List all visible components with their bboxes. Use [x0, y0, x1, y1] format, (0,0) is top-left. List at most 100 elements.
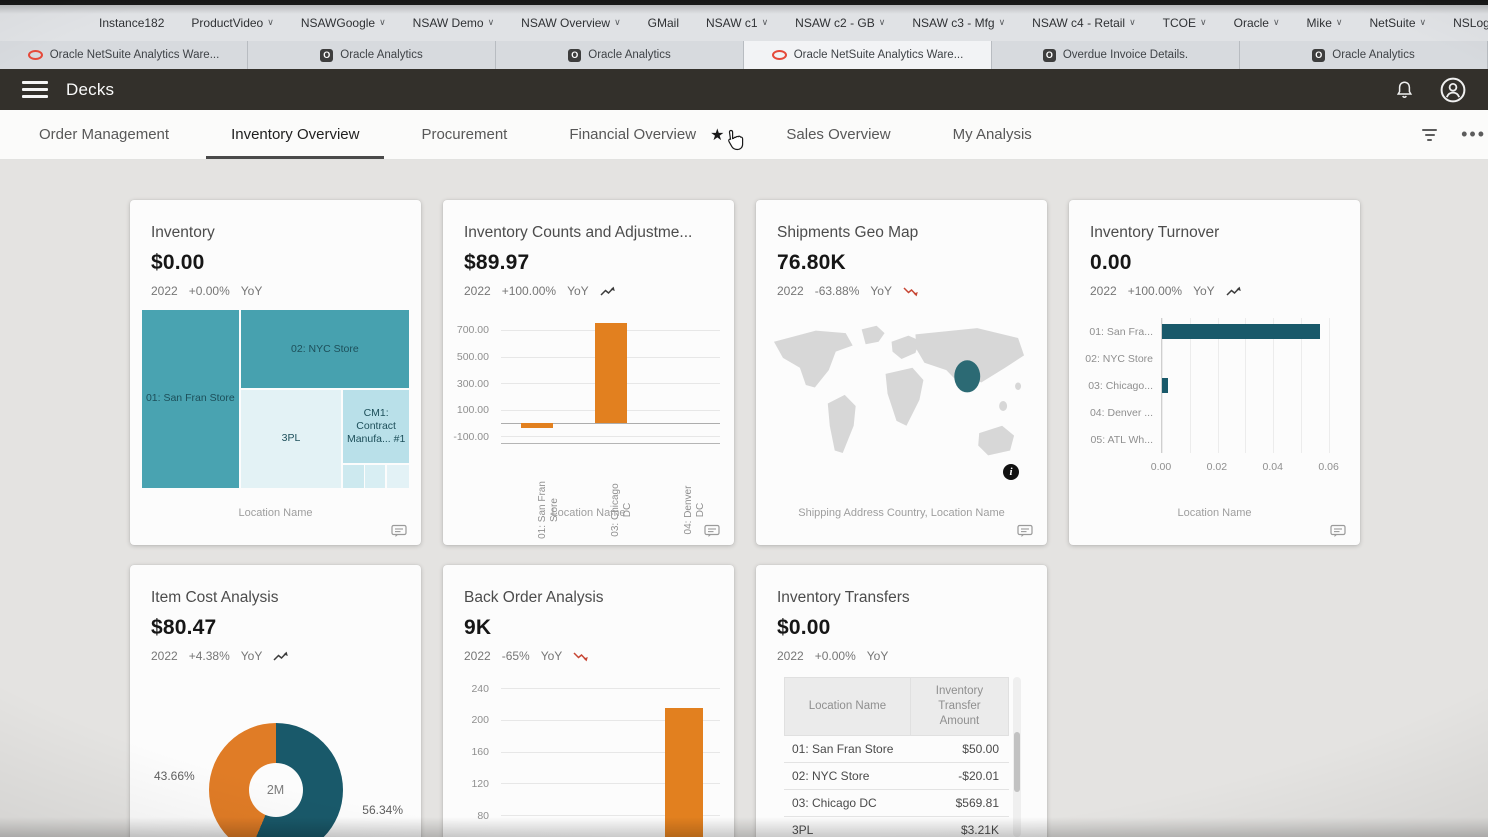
deck-tab-label: Procurement: [421, 126, 508, 143]
more-options-icon[interactable]: •••: [1461, 124, 1486, 144]
table-row[interactable]: 03: Chicago DC $569.81: [784, 790, 1009, 817]
bookmark-item[interactable]: NSAW c3 - Mfg ∨: [912, 16, 1005, 30]
bookmark-item[interactable]: Instance182: [99, 16, 164, 30]
card-shipments-geo-map[interactable]: Shipments Geo Map 76.80K 2022 -63.88% Yo…: [756, 200, 1047, 545]
account-avatar-icon[interactable]: [1440, 77, 1466, 103]
deck-tab-financial-overview[interactable]: Financial Overview ★: [538, 110, 755, 159]
kpi-meta: 2022 +100.00% YoY: [1090, 284, 1339, 298]
donut-center-label: 2M: [248, 763, 303, 818]
browser-tab[interactable]: O Oracle Analytics: [496, 41, 744, 69]
treemap-tile[interactable]: 3PL: [240, 389, 342, 488]
browser-tab[interactable]: O Oracle Analytics: [248, 41, 496, 69]
hbar-row: 04: Denver ...: [1081, 399, 1348, 426]
deck-tab-inventory-overview[interactable]: Inventory Overview: [200, 110, 390, 159]
comment-icon[interactable]: [391, 524, 408, 538]
bar[interactable]: [521, 423, 554, 428]
cell-location: 03: Chicago DC: [792, 795, 877, 810]
comment-icon[interactable]: [704, 524, 721, 538]
browser-tab[interactable]: Oracle NetSuite Analytics Ware...: [744, 41, 992, 69]
kpi-change: +0.00%: [814, 649, 856, 663]
bookmark-item[interactable]: GMail: [648, 16, 679, 30]
donut-wrap: 2M 43.66% 56.34%: [142, 677, 409, 837]
bookmark-item[interactable]: NSAW c4 - Retail ∨: [1032, 16, 1136, 30]
table-row[interactable]: 01: San Fran Store $50.00: [784, 736, 1009, 763]
bookmark-item[interactable]: ProductVideo ∨: [191, 16, 273, 30]
browser-tab[interactable]: O Overdue Invoice Details.: [992, 41, 1240, 69]
bar[interactable]: [664, 708, 703, 837]
kpi-meta: 2022 +4.38% YoY: [151, 649, 400, 663]
card-inventory-counts[interactable]: Inventory Counts and Adjustme... $89.97 …: [443, 200, 734, 545]
table-row[interactable]: 3PL $3.21K: [784, 817, 1009, 837]
card-item-cost-analysis[interactable]: Item Cost Analysis $80.47 2022 +4.38% Yo…: [130, 565, 421, 837]
bookmark-item[interactable]: Oracle ∨: [1234, 16, 1280, 30]
treemap-tile[interactable]: 01: San Fran Store: [142, 310, 239, 488]
deck-tab-order-management[interactable]: Order Management: [8, 110, 200, 159]
kpi-value: 9K: [464, 616, 492, 639]
notifications-bell-icon[interactable]: [1395, 80, 1414, 100]
bookmark-item[interactable]: NetSuite ∨: [1369, 16, 1426, 30]
card-inventory-transfers[interactable]: Inventory Transfers $0.00 2022 +0.00% Yo…: [756, 565, 1047, 837]
x-tick-label: 0.04: [1262, 461, 1283, 473]
treemap-tile[interactable]: [343, 464, 364, 488]
kpi-value: 0.00: [1090, 251, 1132, 274]
oracle-red-logo: [771, 50, 787, 60]
deck-tab-procurement[interactable]: Procurement: [390, 110, 538, 159]
donut-ring[interactable]: 2M: [208, 723, 343, 837]
comment-icon[interactable]: [1017, 524, 1034, 538]
card-inventory-turnover[interactable]: Inventory Turnover 0.00 2022 +100.00% Yo…: [1069, 200, 1360, 545]
hbar-row: 02: NYC Store: [1081, 345, 1348, 372]
bookmark-label: NetSuite: [1369, 16, 1416, 30]
kpi-yoy-label: YoY: [540, 649, 563, 663]
trend-down-icon: [573, 651, 589, 662]
filter-icon[interactable]: [1422, 128, 1438, 141]
comment-icon[interactable]: [1330, 524, 1347, 538]
browser-tab[interactable]: Oracle NetSuite Analytics Ware...: [0, 41, 248, 69]
map-data-marker[interactable]: [954, 360, 981, 393]
deck-tab-sales-overview[interactable]: Sales Overview: [755, 110, 921, 159]
bar[interactable]: [594, 323, 627, 424]
scrollbar-thumb[interactable]: [1014, 732, 1020, 792]
chevron-down-icon: ∨: [1129, 16, 1136, 27]
card-inventory[interactable]: Inventory $0.00 2022 +0.00% YoY 01: San …: [130, 200, 421, 545]
transfers-table: Location Name Inventory Transfer Amount 01…: [784, 677, 1009, 837]
kpi-value: $89.97: [464, 251, 530, 274]
bar[interactable]: [1162, 324, 1321, 339]
kpi-year: 2022: [151, 284, 178, 298]
y-axis: 700.00 500.00 300.00 100.00 -100.00: [453, 314, 495, 444]
deck-tab-label: Inventory Overview: [231, 126, 360, 143]
hamburger-menu-icon[interactable]: [22, 81, 48, 98]
bookmark-item[interactable]: NSAW Demo ∨: [413, 16, 495, 30]
table-scrollbar[interactable]: [1013, 677, 1021, 837]
apps-grid-icon[interactable]: [16, 16, 21, 31]
table-row[interactable]: 02: NYC Store -$20.01: [784, 763, 1009, 790]
info-icon[interactable]: i: [1003, 464, 1019, 480]
deck-content: Inventory $0.00 2022 +0.00% YoY 01: San …: [0, 160, 1488, 837]
cell-amount: $3.21K: [960, 822, 999, 837]
card-back-order-analysis[interactable]: Back Order Analysis 9K 2022 -65% YoY 240…: [443, 565, 734, 837]
gridline: [1273, 318, 1275, 453]
plot-area: [501, 679, 720, 837]
card-title: Item Cost Analysis: [151, 589, 279, 606]
bookmark-label: GMail: [647, 16, 680, 30]
deck-tab-my-analysis[interactable]: My Analysis: [922, 110, 1063, 159]
bookmark-item[interactable]: NSAWGoogle ∨: [301, 16, 386, 30]
chevron-down-icon: ∨: [1200, 16, 1207, 27]
bookmark-item[interactable]: NSLogin: [1453, 16, 1488, 30]
bookmark-item[interactable]: NSAW c1 ∨: [706, 16, 768, 30]
treemap-tile[interactable]: [387, 464, 409, 488]
chevron-down-icon: ∨: [998, 16, 1006, 27]
treemap-tile[interactable]: 02: NYC Store: [240, 310, 409, 389]
bookmark-item[interactable]: NSAW c2 - GB ∨: [795, 16, 885, 30]
browser-tab[interactable]: O Oracle Analytics: [1240, 41, 1488, 69]
bookmark-item[interactable]: NSAW Overview ∨: [521, 16, 621, 30]
bookmark-label: Mike: [1306, 16, 1332, 30]
treemap-tile[interactable]: CM1: Contract Manufa... #1: [343, 389, 409, 463]
kpi-year: 2022: [464, 649, 491, 663]
bookmark-item[interactable]: Mike ∨: [1307, 16, 1343, 30]
y-tick-label: 200: [471, 714, 489, 727]
treemap-tile[interactable]: [365, 464, 386, 488]
bar[interactable]: [1162, 378, 1168, 393]
bookmark-item[interactable]: TCOE ∨: [1163, 16, 1207, 30]
kpi-year: 2022: [777, 284, 804, 298]
card-title: Back Order Analysis: [464, 589, 604, 606]
